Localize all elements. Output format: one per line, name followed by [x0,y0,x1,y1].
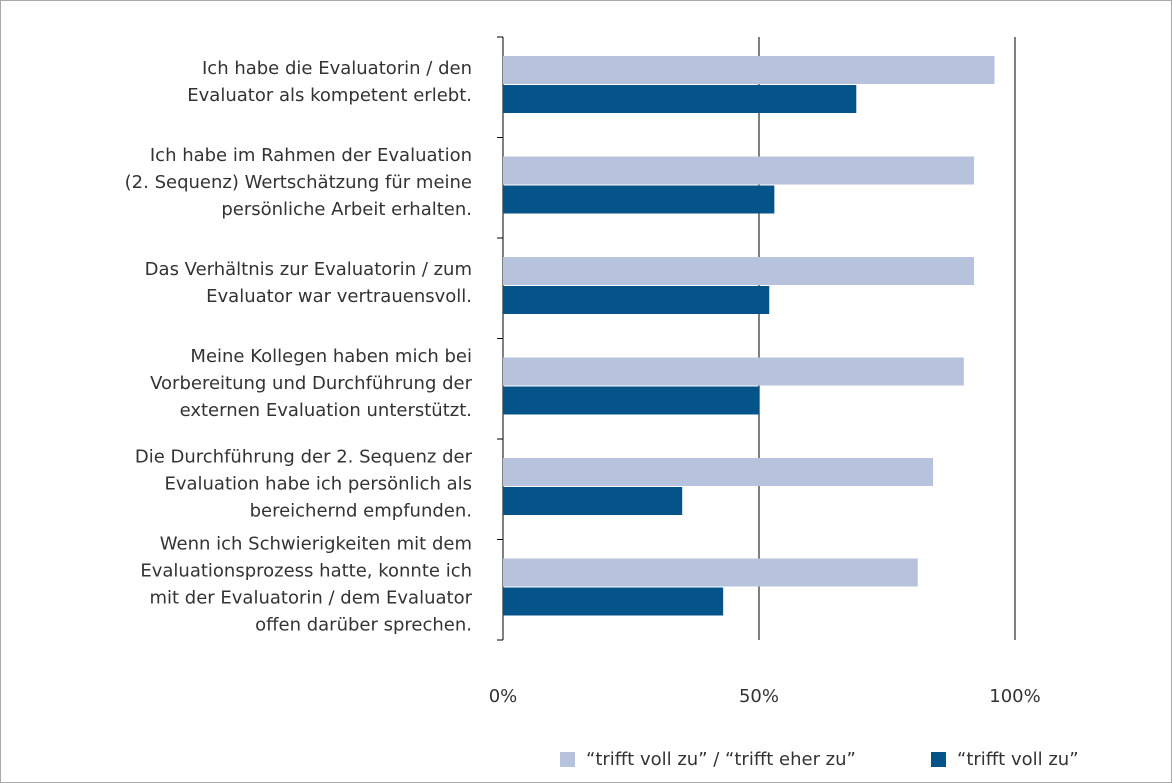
category-label: Evaluationsprozess hatte, konnte ich [140,560,472,581]
category-label: persönliche Arbeit erhalten. [221,199,472,220]
bar [503,458,934,486]
bar [503,185,775,214]
bar [503,156,975,185]
bar [503,357,964,386]
bar [503,56,995,84]
legend-swatch [560,752,575,767]
category-label: mit der Evaluatorin / dem Evaluator [149,587,472,608]
category-label: Evaluation habe ich persönlich als [164,473,472,494]
bar [503,286,770,314]
x-tick-label: 0% [489,686,518,707]
category-label: Wenn ich Schwierigkeiten mit dem [160,533,472,554]
category-label: Ich habe im Rahmen der Evaluation [150,145,472,166]
bar [503,386,759,415]
bar [503,487,683,515]
legend-label: “trifft voll zu” / “trifft eher zu” [586,749,856,770]
legend-swatch [931,752,946,767]
category-label: Die Durchführung der 2. Sequenz der [135,446,473,467]
x-tick-label: 50% [739,686,779,707]
category-label: Evaluator als kompetent erlebt. [187,85,472,106]
x-tick-label: 100% [989,686,1040,707]
category-label: offen darüber sprechen. [255,614,472,635]
category-label: Ich habe die Evaluatorin / den [202,58,472,79]
bar [503,85,857,113]
category-label: (2. Sequenz) Wertschätzung für meine [125,172,472,193]
legend-label: “trifft voll zu” [957,749,1079,770]
category-label: Evaluator war vertrauensvoll. [206,286,472,307]
category-label: Das Verhältnis zur Evaluatorin / zum [145,259,472,280]
category-label: externen Evaluation unterstützt. [180,400,472,421]
bar [503,257,975,285]
bar [503,587,724,616]
category-label: Vorbereitung und Durchführung der [150,373,472,394]
category-label: bereichernd empfunden. [250,500,472,521]
category-label: Meine Kollegen haben mich bei [190,346,472,367]
bar [503,558,918,587]
